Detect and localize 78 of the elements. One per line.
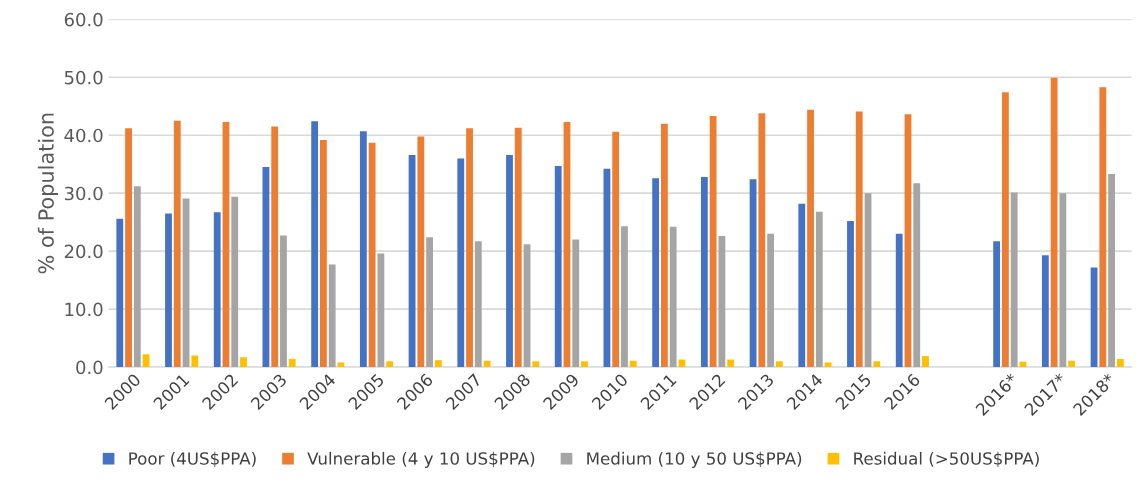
bar	[758, 113, 766, 368]
bar	[993, 241, 1001, 368]
y-tick-label: 30.0	[64, 186, 103, 201]
bar	[661, 123, 668, 368]
bar	[337, 362, 345, 368]
bar	[612, 131, 620, 368]
bar	[1108, 174, 1116, 368]
bar	[191, 355, 199, 368]
bar	[514, 127, 522, 368]
bar	[532, 361, 540, 368]
bar	[1059, 193, 1067, 368]
bar	[1099, 87, 1107, 368]
bar	[116, 218, 124, 368]
bar	[434, 360, 442, 368]
bar	[328, 264, 336, 368]
bar	[824, 362, 832, 368]
bar	[142, 354, 150, 368]
bar	[895, 233, 903, 368]
bar	[386, 361, 394, 368]
bar	[359, 131, 367, 368]
bar	[368, 142, 376, 368]
bar	[913, 183, 921, 368]
bar	[572, 239, 580, 368]
bar	[231, 196, 239, 368]
bar	[807, 109, 814, 368]
legend-label: Residual (>50US$PPA)	[854, 451, 1039, 467]
bar	[311, 121, 319, 368]
bar	[815, 211, 823, 368]
bar	[1068, 360, 1076, 368]
y-tick-label: 20.0	[64, 244, 103, 259]
bar	[1116, 358, 1124, 368]
bar	[718, 236, 726, 368]
bar	[506, 154, 513, 368]
bar	[554, 165, 562, 368]
bar	[775, 361, 783, 368]
bar	[466, 128, 473, 368]
bar	[133, 186, 141, 368]
bar	[652, 178, 660, 368]
bar	[727, 359, 735, 368]
bar	[474, 241, 482, 368]
bar	[457, 158, 465, 368]
y-tick-label: 0.0	[76, 360, 103, 375]
bar	[767, 233, 775, 368]
bar	[165, 213, 172, 368]
bar	[621, 226, 628, 368]
bar	[417, 136, 425, 368]
bar	[213, 212, 221, 368]
bar	[271, 126, 279, 368]
bar	[173, 120, 181, 368]
bar	[1010, 192, 1018, 368]
y-axis-title: % of Population	[37, 113, 58, 274]
bar	[240, 357, 247, 368]
bar	[581, 361, 588, 368]
bar	[1041, 255, 1049, 368]
bar	[426, 237, 434, 368]
y-tick-label: 60.0	[64, 12, 103, 27]
bar	[709, 116, 717, 368]
legend-label: Vulnerable (4 y 10 US$PPA)	[307, 451, 535, 468]
bar	[320, 139, 327, 368]
y-tick-label: 50.0	[64, 70, 103, 85]
bar	[1050, 77, 1058, 368]
y-tick-label: 40.0	[64, 128, 103, 143]
bar	[377, 253, 385, 368]
bar	[629, 360, 637, 368]
bar	[669, 226, 677, 368]
bar	[700, 176, 708, 368]
bar	[125, 128, 132, 368]
bar	[855, 111, 863, 368]
bar	[288, 358, 296, 368]
bar	[798, 203, 806, 368]
y-tick-label: 10.0	[65, 302, 103, 317]
bar	[280, 235, 287, 368]
bar	[1001, 92, 1009, 368]
legend-label: Poor (4US$PPA)	[129, 451, 256, 467]
bar	[873, 361, 881, 368]
legend-label: Medium (10 y 50 US$PPA)	[587, 451, 802, 468]
bar	[847, 221, 854, 368]
bar	[922, 356, 929, 368]
